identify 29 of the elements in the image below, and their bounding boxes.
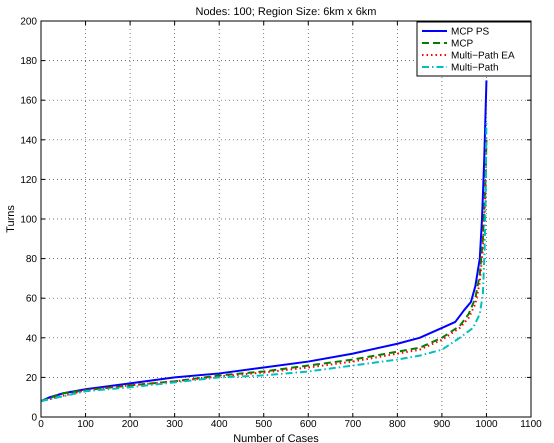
y-tick-label: 120 bbox=[20, 174, 38, 186]
y-tick-label: 80 bbox=[26, 254, 38, 266]
x-tick-label: 800 bbox=[389, 419, 406, 430]
legend-label: MCP bbox=[451, 38, 474, 50]
x-tick-label: 600 bbox=[300, 419, 318, 430]
x-tick-label: 500 bbox=[255, 419, 273, 430]
y-tick-label: 180 bbox=[20, 56, 38, 68]
x-tick-label: 1000 bbox=[475, 419, 498, 430]
x-tick-label: 200 bbox=[122, 419, 139, 430]
y-tick-label: 60 bbox=[26, 294, 38, 305]
y-tick-label: 20 bbox=[26, 372, 38, 384]
y-tick-label: 100 bbox=[20, 214, 38, 226]
legend-label: Multi−Path bbox=[451, 62, 499, 74]
legend-label: MCP PS bbox=[451, 26, 490, 38]
y-tick-label: 200 bbox=[20, 16, 38, 28]
y-tick-label: 160 bbox=[20, 96, 38, 107]
x-axis-title: Number of Cases bbox=[233, 433, 320, 443]
x-tick-label: 300 bbox=[166, 419, 184, 430]
x-tick-label: 0 bbox=[38, 419, 44, 430]
x-tick-label: 700 bbox=[344, 419, 362, 430]
y-tick-label: 40 bbox=[26, 333, 38, 344]
y-tick-label: 140 bbox=[20, 135, 38, 146]
x-tick-label: 1100 bbox=[520, 419, 542, 430]
x-tick-label: 900 bbox=[434, 419, 451, 430]
chart-title: Nodes: 100; Region Size: 6km x 6km bbox=[196, 6, 376, 18]
legend-label: Multi−Path EA bbox=[451, 50, 515, 62]
x-tick-label: 400 bbox=[210, 419, 228, 430]
x-tick-label: 100 bbox=[77, 419, 94, 430]
y-axis-title: Turns bbox=[5, 204, 17, 233]
